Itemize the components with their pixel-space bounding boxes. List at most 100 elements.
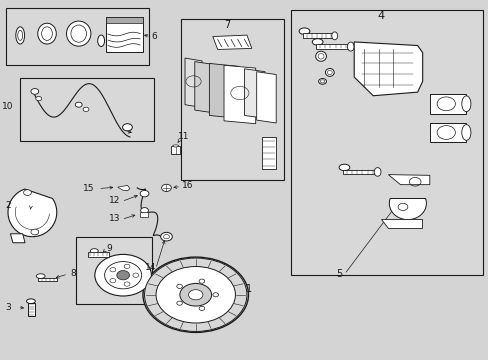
Polygon shape	[10, 234, 25, 243]
Bar	[290, 10, 483, 275]
Text: 7: 7	[224, 20, 230, 30]
Ellipse shape	[38, 23, 56, 44]
Text: 11: 11	[177, 132, 189, 141]
Bar	[105, 17, 142, 23]
Circle shape	[95, 255, 151, 296]
Text: 16: 16	[182, 181, 193, 190]
Ellipse shape	[346, 42, 353, 51]
Bar	[429, 123, 466, 142]
Bar	[88, 252, 109, 257]
Polygon shape	[380, 220, 422, 228]
Polygon shape	[387, 175, 429, 185]
Text: 1: 1	[245, 284, 251, 294]
Polygon shape	[256, 72, 276, 123]
Text: 3: 3	[5, 303, 11, 312]
Bar	[302, 33, 333, 39]
Bar	[38, 278, 57, 282]
Text: 5: 5	[335, 269, 342, 279]
Bar	[429, 94, 466, 114]
Circle shape	[160, 232, 172, 241]
Ellipse shape	[318, 78, 326, 84]
Polygon shape	[194, 62, 214, 113]
Ellipse shape	[373, 168, 380, 176]
Text: 14: 14	[145, 264, 156, 273]
Ellipse shape	[461, 96, 470, 112]
Circle shape	[163, 234, 169, 239]
Bar	[5, 8, 149, 65]
Ellipse shape	[172, 145, 178, 147]
Ellipse shape	[66, 21, 91, 46]
Circle shape	[141, 208, 148, 213]
Polygon shape	[8, 189, 57, 237]
Polygon shape	[184, 58, 202, 108]
Ellipse shape	[312, 39, 323, 45]
Polygon shape	[209, 63, 238, 118]
Bar	[28, 303, 35, 316]
Bar	[342, 170, 376, 174]
Circle shape	[176, 301, 182, 305]
Circle shape	[36, 96, 41, 101]
Ellipse shape	[18, 30, 22, 40]
Bar	[315, 44, 349, 49]
Ellipse shape	[325, 68, 333, 76]
Circle shape	[31, 229, 39, 235]
Circle shape	[122, 124, 132, 131]
Ellipse shape	[299, 28, 309, 35]
Circle shape	[104, 262, 142, 289]
Ellipse shape	[36, 274, 45, 278]
Polygon shape	[244, 69, 264, 118]
Polygon shape	[388, 198, 426, 220]
Circle shape	[31, 89, 39, 94]
Ellipse shape	[98, 35, 104, 46]
Circle shape	[110, 267, 116, 272]
Bar	[105, 17, 142, 52]
Circle shape	[124, 282, 130, 286]
Bar	[76, 237, 152, 304]
Ellipse shape	[16, 27, 24, 44]
Circle shape	[176, 284, 182, 288]
Text: 8: 8	[70, 269, 76, 278]
Text: 4: 4	[377, 11, 384, 21]
Text: 12: 12	[109, 196, 120, 205]
Ellipse shape	[41, 27, 52, 40]
Text: 10: 10	[2, 102, 14, 111]
Bar	[171, 146, 180, 154]
Bar	[261, 137, 276, 169]
Ellipse shape	[180, 283, 211, 306]
Ellipse shape	[156, 266, 235, 323]
Circle shape	[133, 273, 139, 277]
Circle shape	[124, 264, 130, 269]
Ellipse shape	[188, 290, 203, 300]
Text: 13: 13	[109, 214, 120, 223]
Ellipse shape	[338, 164, 349, 171]
Circle shape	[161, 184, 171, 192]
Circle shape	[199, 306, 204, 310]
Ellipse shape	[331, 32, 337, 40]
Text: 6: 6	[152, 32, 157, 41]
Circle shape	[75, 102, 82, 107]
Circle shape	[83, 107, 89, 112]
Ellipse shape	[315, 51, 326, 61]
Ellipse shape	[142, 257, 248, 332]
Ellipse shape	[144, 258, 246, 332]
Text: 9: 9	[106, 244, 112, 253]
Circle shape	[212, 293, 218, 297]
Polygon shape	[224, 65, 255, 124]
Polygon shape	[118, 185, 130, 191]
Polygon shape	[353, 42, 422, 96]
Bar	[140, 212, 148, 217]
Circle shape	[110, 279, 116, 283]
Circle shape	[23, 190, 31, 195]
Bar	[181, 19, 283, 180]
Ellipse shape	[90, 249, 98, 253]
Ellipse shape	[71, 25, 86, 42]
Polygon shape	[212, 35, 251, 49]
Bar	[20, 78, 154, 140]
Circle shape	[117, 270, 129, 280]
Text: 15: 15	[82, 184, 94, 193]
Circle shape	[199, 279, 204, 283]
Ellipse shape	[26, 299, 35, 303]
Circle shape	[140, 190, 149, 197]
Ellipse shape	[461, 125, 470, 140]
Text: 2: 2	[5, 201, 11, 210]
